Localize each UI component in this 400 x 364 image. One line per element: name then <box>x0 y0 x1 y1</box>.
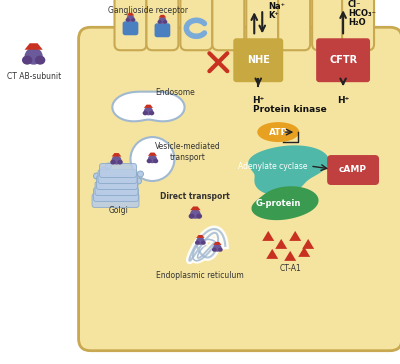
Text: Direct transport: Direct transport <box>160 193 230 201</box>
Text: cAMP: cAMP <box>339 165 367 174</box>
Ellipse shape <box>218 248 223 252</box>
Text: Protein kinase: Protein kinase <box>253 104 327 114</box>
FancyBboxPatch shape <box>146 0 178 50</box>
Text: ATP: ATP <box>269 128 288 136</box>
FancyBboxPatch shape <box>233 38 283 82</box>
Polygon shape <box>262 231 274 241</box>
FancyBboxPatch shape <box>98 170 137 183</box>
FancyBboxPatch shape <box>327 155 379 185</box>
Ellipse shape <box>213 244 222 252</box>
Ellipse shape <box>117 160 123 165</box>
Text: Vesicle-mediated
transport: Vesicle-mediated transport <box>154 142 220 162</box>
Text: HCO₃⁻: HCO₃⁻ <box>348 9 376 18</box>
FancyBboxPatch shape <box>154 23 170 37</box>
FancyBboxPatch shape <box>316 38 370 82</box>
Ellipse shape <box>163 20 167 24</box>
Text: CFTR: CFTR <box>329 55 357 65</box>
FancyBboxPatch shape <box>212 0 244 50</box>
Polygon shape <box>298 247 310 257</box>
FancyBboxPatch shape <box>78 27 400 351</box>
Text: Endoplasmic reticulum: Endoplasmic reticulum <box>156 271 244 280</box>
Polygon shape <box>127 13 134 16</box>
Ellipse shape <box>147 159 152 163</box>
Polygon shape <box>112 92 184 121</box>
Ellipse shape <box>190 209 201 219</box>
Circle shape <box>130 137 174 181</box>
Text: Endosome: Endosome <box>156 88 195 97</box>
Circle shape <box>94 173 100 179</box>
Circle shape <box>98 180 104 186</box>
Ellipse shape <box>153 159 158 163</box>
Circle shape <box>100 167 106 173</box>
Polygon shape <box>266 249 278 259</box>
Ellipse shape <box>158 20 162 24</box>
Polygon shape <box>144 104 153 108</box>
Ellipse shape <box>196 237 204 245</box>
Polygon shape <box>248 145 329 195</box>
Text: Adenylate cyclase: Adenylate cyclase <box>238 162 308 170</box>
Text: CT-A1: CT-A1 <box>279 264 301 273</box>
FancyBboxPatch shape <box>92 194 139 207</box>
FancyBboxPatch shape <box>278 0 310 50</box>
Polygon shape <box>196 235 204 238</box>
Ellipse shape <box>22 56 32 65</box>
Ellipse shape <box>195 241 200 245</box>
Text: NHE: NHE <box>247 55 270 65</box>
Ellipse shape <box>196 214 202 219</box>
Ellipse shape <box>149 111 154 115</box>
Polygon shape <box>148 153 157 156</box>
Ellipse shape <box>201 241 206 245</box>
Text: H⁺: H⁺ <box>337 96 349 105</box>
Text: CT AB-subunit: CT AB-subunit <box>6 72 61 81</box>
Circle shape <box>106 163 112 169</box>
Ellipse shape <box>35 56 45 65</box>
Polygon shape <box>289 231 301 241</box>
Text: Na⁺: Na⁺ <box>268 2 285 11</box>
FancyBboxPatch shape <box>100 163 136 178</box>
FancyBboxPatch shape <box>312 0 344 50</box>
Ellipse shape <box>127 15 134 22</box>
Text: G-protein: G-protein <box>256 199 301 209</box>
Text: Golgi: Golgi <box>108 206 128 215</box>
Text: K⁺: K⁺ <box>268 11 279 20</box>
Text: H⁺: H⁺ <box>252 96 264 105</box>
FancyBboxPatch shape <box>95 182 138 195</box>
FancyBboxPatch shape <box>246 0 278 50</box>
Ellipse shape <box>189 214 195 219</box>
Ellipse shape <box>112 155 121 165</box>
Ellipse shape <box>126 18 130 22</box>
Ellipse shape <box>143 111 148 115</box>
Ellipse shape <box>131 18 136 22</box>
Ellipse shape <box>257 122 299 142</box>
Polygon shape <box>284 251 296 261</box>
Polygon shape <box>213 242 222 245</box>
FancyBboxPatch shape <box>96 175 138 190</box>
Polygon shape <box>252 186 318 220</box>
Circle shape <box>138 171 144 177</box>
Ellipse shape <box>24 48 43 65</box>
Polygon shape <box>158 15 166 17</box>
FancyBboxPatch shape <box>342 0 374 50</box>
Ellipse shape <box>212 248 217 252</box>
FancyBboxPatch shape <box>122 21 138 35</box>
FancyBboxPatch shape <box>94 187 138 201</box>
Polygon shape <box>302 239 314 249</box>
Text: Ganglioside receptor: Ganglioside receptor <box>108 6 188 15</box>
Text: Cl⁻: Cl⁻ <box>348 0 362 9</box>
Ellipse shape <box>148 155 157 163</box>
Polygon shape <box>190 206 201 210</box>
Ellipse shape <box>110 160 116 165</box>
Polygon shape <box>112 153 121 157</box>
Text: H₂O: H₂O <box>348 18 366 27</box>
Ellipse shape <box>144 107 153 115</box>
FancyBboxPatch shape <box>114 0 146 50</box>
Polygon shape <box>24 43 43 50</box>
FancyBboxPatch shape <box>180 0 212 50</box>
Circle shape <box>136 178 142 184</box>
Ellipse shape <box>158 17 166 24</box>
Polygon shape <box>275 239 287 249</box>
